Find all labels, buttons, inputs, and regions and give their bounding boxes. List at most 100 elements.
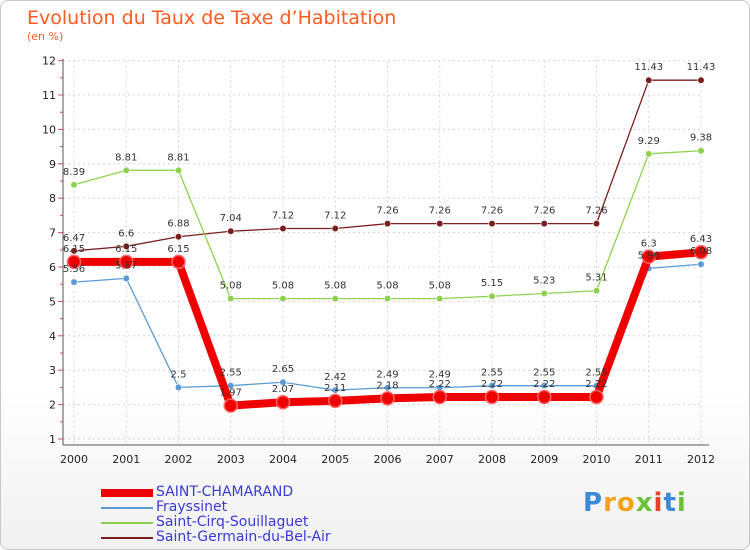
data-label-saint-cirq-souillaguet: 9.38 [690,133,712,144]
point-saint-chamarand [119,254,134,270]
point-saint-germain-du-bel-air [279,224,287,233]
x-tick-label: 2011 [635,453,663,466]
x-tick-label: 2007 [426,453,454,466]
point-saint-chamarand [171,254,186,270]
point-saint-cirq-souillaguet [383,295,392,303]
data-label-frayssinet: 2.5 [171,369,187,380]
x-tick-label: 2002 [165,453,193,466]
x-tick-label: 2003 [217,453,245,466]
data-label-frayssinet: 5.56 [63,264,85,275]
point-saint-germain-du-bel-air [645,76,653,84]
data-label-saint-cirq-souillaguet: 5.08 [324,281,346,292]
data-label-saint-chamarand: 6.15 [167,244,189,255]
data-label-saint-cirq-souillaguet: 5.23 [533,275,555,286]
x-tick-label: 2004 [269,453,297,466]
data-label-saint-chamarand: 1.97 [220,388,242,399]
legend-swatch-frayssinet [101,507,153,509]
point-saint-germain-du-bel-air [488,220,496,228]
data-label-saint-chamarand: 2.22 [481,379,503,390]
data-label-saint-germain-du-bel-air: 6.6 [118,228,134,239]
point-saint-cirq-souillaguet [227,295,235,303]
x-tick-label: 2000 [60,453,88,466]
point-frayssinet [488,382,496,390]
data-label-saint-cirq-souillaguet: 8.39 [63,167,85,178]
point-saint-germain-du-bel-air [174,233,183,241]
data-label-saint-germain-du-bel-air: 7.26 [376,206,398,217]
y-tick-label: 2 [49,399,56,412]
logo-letter: t [663,488,677,518]
point-saint-chamarand [537,389,552,405]
data-label-saint-cirq-souillaguet: 8.81 [115,152,137,163]
series-layer [66,76,709,413]
data-label-saint-cirq-souillaguet: 9.29 [638,136,660,147]
data-label-saint-germain-du-bel-air: 7.12 [272,210,294,221]
legend-label: Saint-Germain-du-Bel-Air [156,529,331,545]
y-tick-label: 4 [49,330,56,343]
x-tick-label: 2012 [687,453,715,466]
point-saint-chamarand [328,393,343,409]
point-saint-germain-du-bel-air [592,220,601,228]
data-label-saint-chamarand: 2.22 [585,379,607,390]
point-saint-chamarand [66,254,82,270]
x-tick-label: 2006 [374,453,402,466]
data-labels: 6.47 6.6 6.88 7.04 7.12 7.12 7.26 7.26 7.26 7.26 7… [63,62,715,398]
point-saint-germain-du-bel-air [227,227,235,235]
y-tick-label: 12 [42,55,56,68]
point-saint-germain-du-bel-air [540,220,548,228]
point-saint-chamarand [380,391,395,406]
point-saint-germain-du-bel-air [70,247,78,255]
data-label-saint-chamarand: 6.3 [641,239,657,250]
x-tick-label: 2010 [583,453,611,466]
point-frayssinet [174,383,183,392]
point-saint-cirq-souillaguet [540,289,548,298]
proxiti-logo: Proxiti [583,488,687,518]
logo-letter: x [635,488,654,518]
y-tick-label: 10 [42,123,56,136]
data-label-saint-germain-du-bel-air: 7.12 [324,210,346,221]
legend-swatch-saint-cirq-souillaguet [101,522,153,524]
data-label-frayssinet: 2.55 [533,368,555,379]
unit-label: (en %) [27,30,64,43]
data-label-frayssinet: 5.67 [115,260,137,271]
point-saint-cirq-souillaguet [645,150,653,158]
point-frayssinet [279,378,287,386]
x-tick-label: 2001 [112,453,140,466]
data-label-saint-germain-du-bel-air: 7.26 [481,206,503,217]
point-frayssinet [697,260,705,268]
data-label-saint-chamarand: 2.11 [324,383,346,394]
point-saint-germain-du-bel-air [383,220,392,228]
point-saint-chamarand [275,394,291,410]
data-label-frayssinet: 2.42 [324,372,346,383]
point-saint-chamarand [432,389,447,405]
point-frayssinet [122,274,130,282]
data-label-saint-chamarand: 6.15 [63,244,85,255]
data-label-saint-germain-du-bel-air: 11.43 [687,62,716,73]
point-saint-cirq-souillaguet [70,181,78,189]
data-label-frayssinet: 2.65 [272,364,294,375]
legend-swatch-saint-germain-du-bel-air [101,537,153,539]
data-label-saint-germain-du-bel-air: 7.26 [533,206,555,217]
data-label-saint-chamarand: 6.43 [690,234,712,245]
data-label-saint-cirq-souillaguet: 8.81 [167,152,189,163]
y-tick-label: 8 [49,192,56,205]
data-label-saint-cirq-souillaguet: 5.08 [376,281,398,292]
data-label-saint-chamarand: 2.07 [272,384,294,395]
data-label-saint-chamarand: 2.18 [376,380,398,391]
data-label-saint-germain-du-bel-air: 7.26 [585,206,607,217]
chart-title: Evolution du Taux de Taxe d’Habitation [27,7,397,29]
point-saint-cirq-souillaguet [436,295,444,303]
data-label-saint-cirq-souillaguet: 5.31 [585,273,607,284]
point-saint-germain-du-bel-air [331,224,339,233]
data-label-saint-germain-du-bel-air: 7.04 [220,213,242,224]
data-label-saint-germain-du-bel-air: 6.88 [167,219,189,230]
data-label-saint-germain-du-bel-air: 7.26 [429,206,451,217]
point-frayssinet [331,386,339,394]
point-saint-cirq-souillaguet [592,287,601,295]
point-saint-chamarand [484,389,500,405]
data-label-frayssinet: 2.55 [585,368,607,379]
data-label-frayssinet: 6.08 [690,246,712,257]
point-saint-cirq-souillaguet [331,295,339,303]
point-saint-germain-du-bel-air [697,76,705,84]
